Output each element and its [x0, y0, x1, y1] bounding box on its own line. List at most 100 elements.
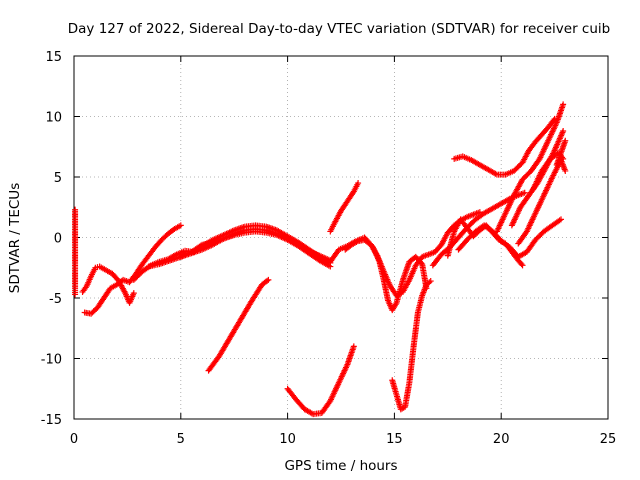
tick-labels: 0 5 10 15 20 25 -15 -10 -5 0 5 10 15 [41, 50, 617, 447]
data-point [121, 288, 128, 295]
data-point [393, 390, 400, 397]
data-point [325, 400, 332, 407]
data-point [500, 171, 507, 178]
data-point [346, 243, 353, 250]
data-point [105, 288, 112, 295]
data-point [291, 393, 298, 400]
data-point [544, 139, 551, 146]
data-point [240, 227, 247, 234]
data-point [399, 278, 406, 285]
data-point [196, 243, 203, 250]
data-point [168, 227, 175, 234]
series-track-3 [130, 222, 334, 283]
x-tick-label: 5 [177, 432, 185, 447]
x-axis-title: GPS time / hours [284, 458, 397, 474]
data-point [156, 239, 163, 246]
data-point [359, 237, 366, 244]
data-point [262, 278, 269, 285]
data-point [272, 230, 279, 237]
data-point [235, 319, 242, 326]
data-point [493, 234, 500, 241]
series-track-20 [553, 137, 569, 168]
data-point [543, 126, 550, 133]
data-point [521, 231, 528, 238]
data-point [391, 289, 398, 296]
data-point [380, 266, 387, 273]
data-point [530, 239, 537, 246]
series-left-edge-points [72, 206, 79, 298]
data-point [354, 181, 361, 188]
data-point [538, 230, 545, 237]
data-point [325, 262, 332, 269]
data-point [99, 297, 106, 304]
x-tick-label: 25 [600, 432, 617, 447]
data-point [450, 230, 457, 237]
series-track-11 [389, 278, 434, 413]
series-track-1 [79, 263, 137, 306]
data-point [559, 102, 566, 109]
data-point [86, 310, 93, 317]
x-tick-label: 20 [493, 432, 510, 447]
data-point [225, 337, 232, 344]
data-point [392, 301, 399, 308]
x-tick-label: 15 [386, 432, 403, 447]
data-point [466, 156, 473, 163]
data-point [264, 277, 271, 284]
data-point [208, 239, 215, 246]
data-point [214, 355, 221, 362]
data-point [557, 151, 564, 158]
data-point [137, 263, 144, 270]
y-tick-label: 5 [54, 171, 62, 186]
data-point [531, 211, 538, 218]
data-point [353, 239, 360, 246]
data-point [348, 191, 355, 198]
data-point [261, 227, 268, 234]
data-point [418, 294, 425, 301]
data-point [218, 236, 225, 243]
data-point [299, 403, 306, 410]
data-point [91, 307, 98, 314]
data-point [470, 218, 477, 225]
data-point [342, 200, 349, 207]
data-point [82, 284, 89, 291]
data-point [492, 170, 499, 177]
data-point [436, 254, 443, 261]
data-point [373, 251, 380, 258]
data-point [87, 274, 94, 281]
data-point [561, 139, 568, 146]
data-point [520, 190, 527, 197]
data-point [330, 221, 337, 228]
y-axis-title: SDTVAR / TECUs [7, 183, 23, 293]
data-point [124, 278, 131, 285]
data-point [423, 252, 430, 259]
data-point [384, 295, 391, 302]
data-points [72, 101, 569, 418]
data-point [548, 175, 555, 182]
series-track-15 [451, 115, 558, 178]
data-point [130, 291, 137, 298]
data-point [517, 259, 524, 266]
series-track-7 [284, 343, 357, 418]
data-point [136, 270, 143, 277]
data-point [293, 240, 300, 247]
data-point [517, 161, 524, 168]
data-point [525, 170, 532, 177]
data-point [113, 275, 120, 282]
series-track-10 [327, 180, 362, 235]
data-point [524, 194, 531, 201]
data-point [365, 239, 372, 246]
y-tick-label: 15 [45, 50, 62, 65]
data-point [335, 381, 342, 388]
series-track-16 [493, 101, 567, 235]
data-point [229, 231, 236, 238]
data-point [545, 158, 552, 165]
data-point [315, 251, 322, 258]
chart-title: Day 127 of 2022, Sidereal Day-to-day VTE… [68, 21, 610, 37]
data-point [436, 244, 443, 251]
series-track-6 [205, 276, 272, 374]
data-point [343, 363, 350, 370]
y-tick-label: 10 [45, 111, 62, 126]
series-track-14 [444, 216, 526, 269]
data-point [501, 211, 508, 218]
